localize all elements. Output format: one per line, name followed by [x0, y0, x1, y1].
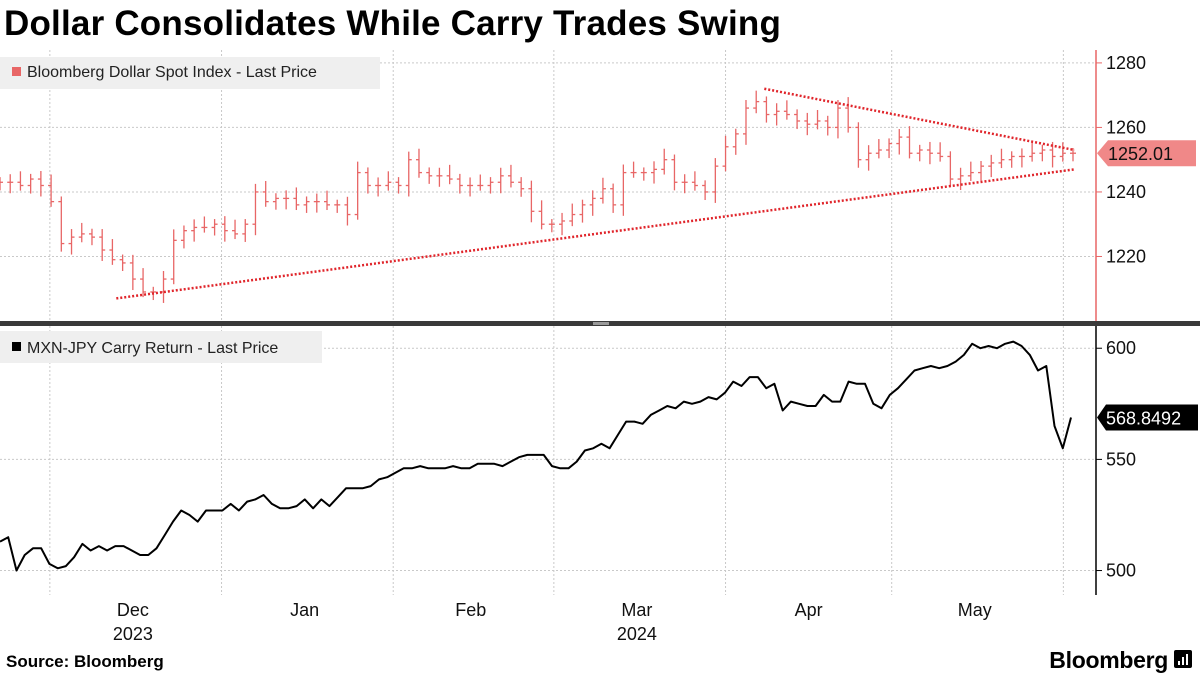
month-label: Dec: [117, 600, 149, 620]
month-label: Mar: [621, 600, 652, 620]
bottom-tick-label: 550: [1106, 449, 1136, 469]
bottom-y-axis-ticks: 600 550 500: [1096, 338, 1136, 581]
top-panel-grid: [0, 62, 1096, 257]
year-label: 2024: [617, 624, 657, 644]
top-legend-label: Bloomberg Dollar Spot Index - Last Price: [27, 64, 317, 81]
top-tick-label: 1220: [1106, 246, 1146, 266]
trendline: [116, 168, 1075, 300]
top-legend: Bloomberg Dollar Spot Index - Last Price: [0, 57, 380, 89]
bottom-legend: MXN-JPY Carry Return - Last Price: [0, 331, 322, 363]
bloomberg-logo-icon: [1174, 650, 1192, 668]
top-legend-swatch: [12, 67, 21, 76]
top-y-axis-ticks: 1280 1260 1240 1220: [1096, 53, 1146, 266]
panel-divider-handle[interactable]: [593, 322, 609, 325]
page-title: Dollar Consolidates While Carry Trades S…: [4, 4, 782, 43]
bottom-last-value-tag: 568.8492: [1097, 404, 1198, 431]
month-gridlines: [49, 50, 1064, 595]
x-axis-labels: Dec Jan Feb Mar Apr May 2023 2024: [113, 600, 992, 644]
top-tick-label: 1280: [1106, 53, 1146, 73]
dollar-index-series: [0, 90, 1076, 303]
triangle-trendlines: [116, 87, 1075, 300]
top-tick-label: 1240: [1106, 182, 1146, 202]
bottom-legend-label: MXN-JPY Carry Return - Last Price: [27, 340, 278, 357]
carry-return-line: [0, 340, 1072, 572]
bottom-tick-label: 500: [1106, 561, 1136, 581]
month-label: May: [958, 600, 992, 620]
bottom-tick-label: 600: [1106, 338, 1136, 358]
month-label: Feb: [455, 600, 486, 620]
bottom-last-value: 568.8492: [1106, 408, 1181, 428]
source-note: Source: Bloomberg: [6, 652, 164, 671]
top-tick-label: 1260: [1106, 117, 1146, 137]
month-label: Jan: [290, 600, 319, 620]
bloomberg-logo: Bloomberg: [1049, 647, 1168, 673]
carry-return-series: [0, 340, 1072, 572]
top-last-value: 1252.01: [1108, 144, 1173, 164]
month-label: Apr: [795, 600, 823, 620]
year-label: 2023: [113, 624, 153, 644]
top-last-value-tag: 1252.01: [1097, 140, 1196, 167]
bottom-legend-swatch: [12, 342, 21, 351]
trendline: [764, 87, 1075, 152]
